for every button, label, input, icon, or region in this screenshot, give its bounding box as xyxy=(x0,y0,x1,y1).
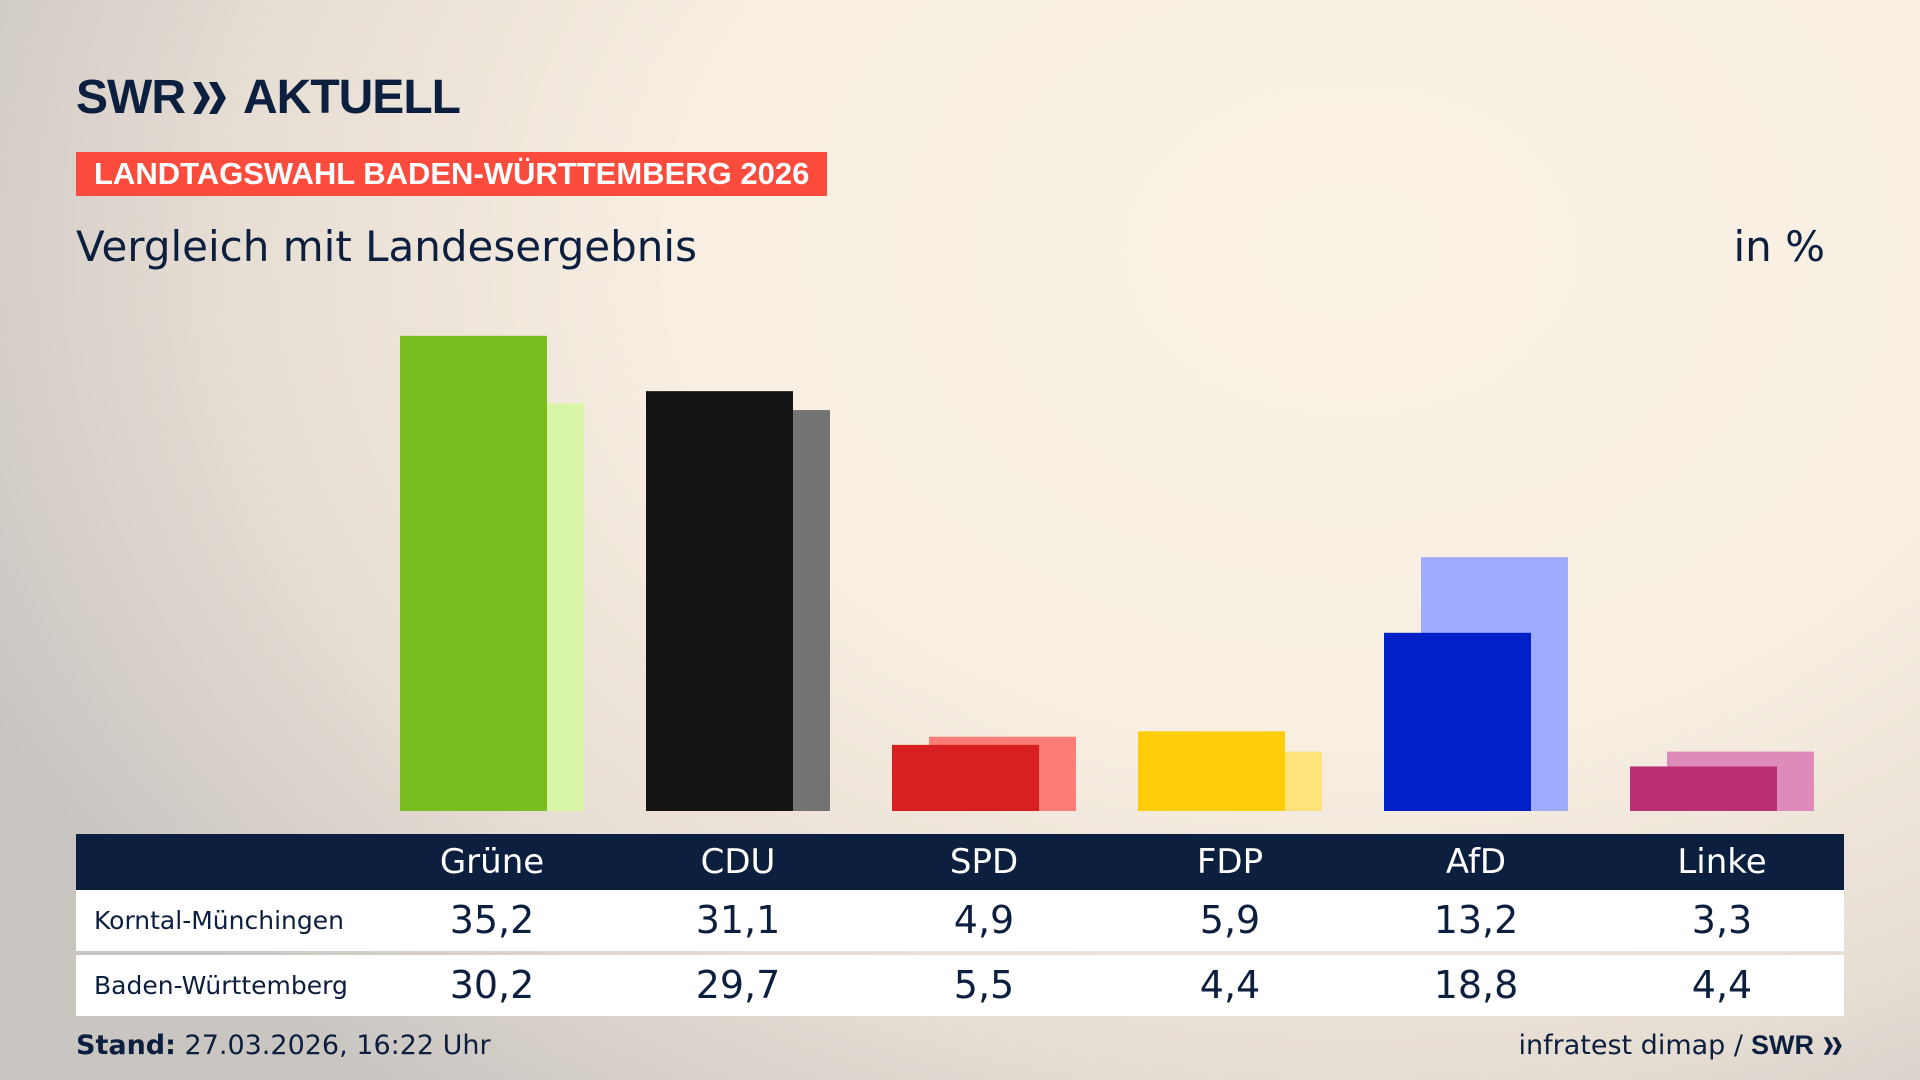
bar-chart xyxy=(400,335,1814,811)
value-label: 4,4 xyxy=(1199,963,1261,1007)
bar-local-5 xyxy=(1630,766,1777,811)
party-label: FDP xyxy=(1196,842,1264,882)
value-label: 18,8 xyxy=(1433,963,1519,1007)
election-banner: LANDTAGSWAHL BADEN-WÜRTTEMBERG 2026 xyxy=(76,152,828,196)
value-label: 35,2 xyxy=(449,898,535,942)
timestamp: Stand: 27.03.2026, 16:22 Uhr xyxy=(76,1030,491,1061)
value-label: 29,7 xyxy=(695,963,781,1007)
bar-local-4 xyxy=(1384,632,1531,811)
bar-local-3 xyxy=(1138,731,1285,811)
bar-local-1 xyxy=(646,391,793,811)
bar-local-2 xyxy=(892,744,1039,811)
source-text: infratest dimap / xyxy=(1518,1030,1743,1061)
value-label: 4,9 xyxy=(953,898,1015,942)
stand-value: 27.03.2026, 16:22 Uhr xyxy=(184,1030,491,1061)
stand-label: Stand: xyxy=(76,1030,176,1061)
chevrons-icon xyxy=(192,81,226,114)
row-label: Korntal-Münchingen xyxy=(94,906,344,935)
table-row-state: Baden-Württemberg 30,2 29,7 5,5 4,4 18,8 4,4 xyxy=(76,955,1844,1016)
party-label: CDU xyxy=(700,842,776,882)
party-label: SPD xyxy=(949,842,1019,882)
value-label: 4,4 xyxy=(1691,963,1753,1007)
swr-logo-small: SWR xyxy=(1751,1030,1814,1060)
party-label: AfD xyxy=(1445,842,1507,882)
value-label: 3,3 xyxy=(1691,898,1753,942)
value-label: 5,5 xyxy=(953,963,1015,1007)
bar-local-0 xyxy=(400,335,547,811)
logo-brand: SWR xyxy=(76,71,186,124)
swr-aktuell-logo: SWR AKTUELL xyxy=(76,70,461,125)
value-label: 13,2 xyxy=(1433,898,1519,942)
unit-label: in % xyxy=(1733,222,1825,271)
chevrons-icon xyxy=(1823,1036,1842,1055)
party-label: Grüne xyxy=(439,842,545,882)
source: infratest dimap / SWR xyxy=(1518,1030,1844,1061)
table-row-local: Korntal-Münchingen 35,2 31,1 4,9 5,9 13,2 3,3 xyxy=(76,890,1844,951)
logo-suffix: AKTUELL xyxy=(242,71,461,124)
value-label: 30,2 xyxy=(449,963,535,1007)
party-label: Linke xyxy=(1677,842,1767,882)
value-label: 5,9 xyxy=(1199,898,1261,942)
row-label: Baden-Württemberg xyxy=(94,971,348,1000)
value-label: 31,1 xyxy=(695,898,781,942)
chart-subtitle: Vergleich mit Landesergebnis xyxy=(76,222,697,271)
table-header: Grüne CDU SPD FDP AfD Linke xyxy=(76,834,1844,890)
